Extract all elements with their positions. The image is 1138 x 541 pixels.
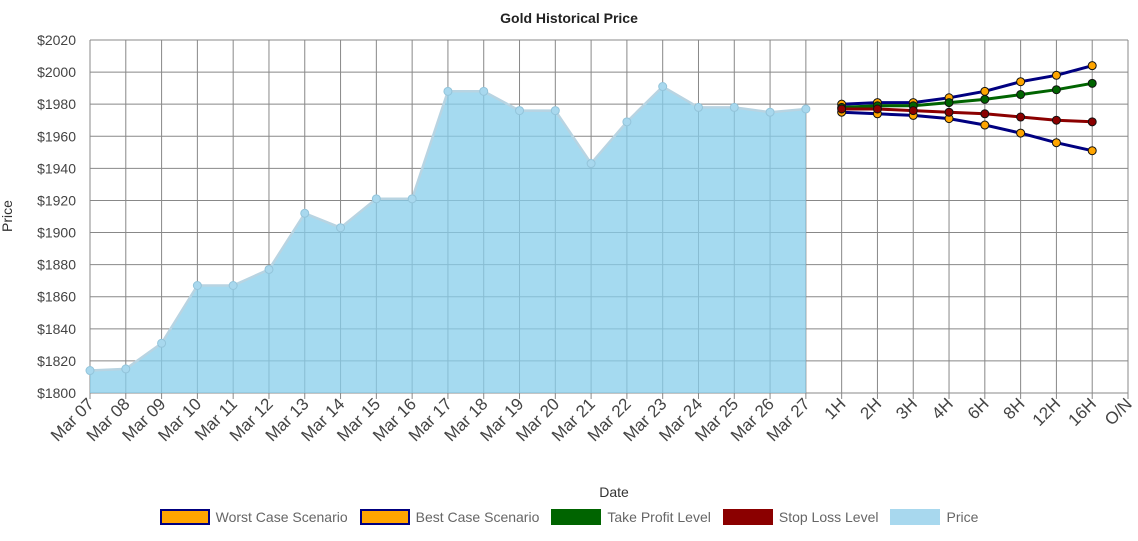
x-tick-label: O/N [1101, 394, 1136, 429]
series-point [872, 104, 882, 114]
series-point [1016, 112, 1026, 122]
legend: Worst Case Scenario Best Case Scenario Tak… [0, 509, 1138, 525]
y-tick-label: $1960 [37, 128, 76, 144]
legend-item[interactable]: Take Profit Level [551, 509, 711, 525]
price-point [336, 223, 346, 233]
legend-item[interactable]: Stop Loss Level [722, 509, 879, 525]
chart-title: Gold Historical Price [500, 10, 638, 26]
y-tick-label: $1940 [37, 160, 76, 176]
legend-swatch [359, 509, 410, 525]
price-point [371, 194, 381, 204]
legend-label: Stop Loss Level [778, 509, 879, 525]
legend-label: Worst Case Scenario [215, 509, 348, 525]
y-axis-ticks: $1800 $1820 $1840 $1860 $1880 $1900 $1920 $1940… [37, 32, 76, 401]
series-point [944, 107, 954, 117]
series-point [908, 106, 918, 116]
y-tick-label: $1880 [37, 257, 76, 273]
legend-swatch [722, 509, 773, 525]
legend-item[interactable]: Best Case Scenario [359, 509, 540, 525]
series-point [1087, 146, 1097, 156]
series-point [1087, 61, 1097, 71]
series-points [85, 61, 1097, 376]
price-area-fill [90, 86, 806, 393]
y-tick-label: $2020 [37, 32, 76, 48]
series-line [841, 64, 1093, 106]
series-line [841, 110, 1093, 153]
price-point [729, 102, 739, 112]
x-tick-label: 4H [928, 394, 957, 423]
series-point [980, 86, 990, 96]
price-point [443, 86, 453, 96]
y-tick-label: $1800 [37, 385, 76, 401]
price-point [658, 82, 668, 92]
price-point [192, 280, 202, 290]
y-tick-label: $1820 [37, 353, 76, 369]
legend-swatch [551, 509, 602, 525]
price-point [801, 104, 811, 114]
legend-label: Take Profit Level [607, 509, 711, 525]
price-point [157, 338, 167, 348]
legend-item[interactable]: Price [890, 509, 978, 525]
series-point [1051, 85, 1061, 95]
price-point [300, 208, 310, 218]
y-axis-label: Price [0, 200, 15, 232]
x-tick-label: 2H [856, 394, 885, 423]
y-tick-label: $1860 [37, 289, 76, 305]
y-tick-label: $1840 [37, 321, 76, 337]
x-axis-label: Date [599, 484, 629, 500]
price-point [228, 280, 238, 290]
x-tick-label: 8H [1000, 394, 1029, 423]
x-tick-label: 6H [964, 394, 993, 423]
legend-item[interactable]: Worst Case Scenario [159, 509, 348, 525]
series-point [1016, 128, 1026, 138]
legend-label: Price [946, 509, 979, 525]
series-point [1051, 70, 1061, 80]
x-tick-label: 3H [892, 394, 921, 423]
price-point [479, 86, 489, 96]
series-point [1016, 90, 1026, 100]
x-tick-label: 1H [821, 394, 850, 423]
series-point [1016, 77, 1026, 87]
series-point [1087, 117, 1097, 127]
series-point [944, 98, 954, 108]
series-lines [841, 64, 1093, 153]
y-tick-label: $1980 [37, 96, 76, 112]
y-tick-label: $2000 [37, 64, 76, 80]
series-point [980, 120, 990, 130]
legend-label: Best Case Scenario [415, 509, 540, 525]
series-point [980, 109, 990, 119]
price-point [586, 159, 596, 169]
series-line [841, 107, 1093, 124]
price-point [693, 102, 703, 112]
series-line [841, 81, 1093, 109]
series-point [980, 94, 990, 104]
price-point [765, 107, 775, 117]
series-point [1051, 115, 1061, 125]
price-point [515, 106, 525, 116]
price-point [121, 364, 131, 374]
series-point [1051, 138, 1061, 148]
legend-swatch [159, 509, 210, 525]
price-point [264, 264, 274, 274]
price-point [622, 117, 632, 127]
series-point [837, 104, 847, 114]
price-point [550, 106, 560, 116]
legend-swatch [890, 509, 941, 525]
series-point [1087, 78, 1097, 88]
x-tick-label: 12H [1029, 394, 1064, 429]
price-point [85, 366, 95, 376]
x-tick-label: 16H [1065, 394, 1100, 429]
price-point [407, 194, 417, 204]
y-tick-label: $1900 [37, 225, 76, 241]
y-tick-label: $1920 [37, 192, 76, 208]
